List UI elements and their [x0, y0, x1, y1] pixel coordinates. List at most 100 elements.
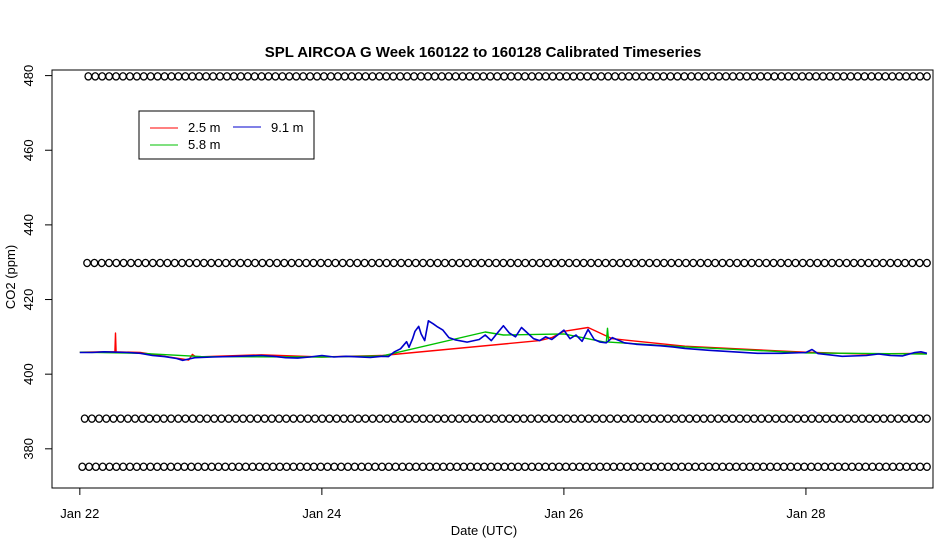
marker-point — [470, 258, 479, 268]
marker-point — [711, 258, 720, 268]
marker-point — [119, 258, 128, 268]
marker-point — [83, 258, 92, 268]
marker-point — [484, 258, 493, 268]
marker-point — [784, 258, 793, 268]
marker-rows — [78, 72, 931, 471]
marker-point — [601, 258, 610, 268]
marker-point — [733, 258, 742, 268]
marker-point — [806, 258, 815, 268]
marker-point — [879, 258, 888, 268]
marker-point — [499, 258, 508, 268]
marker-point — [908, 258, 917, 268]
marker-point — [433, 258, 442, 268]
marker-point — [360, 258, 369, 268]
marker-point — [353, 258, 362, 268]
marker-point — [835, 258, 844, 268]
marker-point — [550, 258, 559, 268]
marker-point — [426, 258, 435, 268]
marker-point — [316, 258, 325, 268]
marker-point — [112, 258, 121, 268]
marker-point — [411, 258, 420, 268]
marker-point — [170, 258, 179, 268]
marker-point — [236, 258, 245, 268]
marker-point — [871, 258, 880, 268]
marker-point — [652, 258, 661, 268]
marker-point — [265, 258, 274, 268]
marker-point — [331, 258, 340, 268]
marker-point — [156, 258, 165, 268]
marker-point — [229, 258, 238, 268]
marker-point — [696, 258, 705, 268]
marker-point — [462, 258, 471, 268]
marker-point — [849, 258, 858, 268]
marker-point — [287, 258, 296, 268]
x-tick-label: Jan 26 — [544, 506, 583, 521]
marker-point — [886, 258, 895, 268]
marker-point — [769, 258, 778, 268]
marker-point — [185, 258, 194, 268]
marker-point — [565, 258, 574, 268]
marker-point — [521, 258, 530, 268]
y-axis-label: CO2 (ppm) — [3, 245, 18, 309]
x-tick-label: Jan 24 — [302, 506, 341, 521]
marker-point — [660, 258, 668, 268]
marker-point — [689, 258, 698, 268]
marker-point — [594, 258, 603, 268]
marker-point — [922, 72, 931, 81]
marker-point — [623, 258, 632, 268]
y-tick-label: 440 — [21, 214, 36, 236]
marker-point — [419, 258, 427, 268]
marker-point — [455, 258, 464, 268]
y-tick-label: 420 — [21, 289, 36, 311]
marker-point — [828, 258, 836, 268]
x-tick-label: Jan 22 — [60, 506, 99, 521]
marker-point — [630, 258, 639, 268]
marker-point — [309, 258, 318, 268]
legend-box — [138, 110, 315, 160]
marker-point — [514, 258, 522, 268]
x-tick-label: Jan 28 — [786, 506, 825, 521]
marker-point — [258, 258, 267, 268]
marker-point — [528, 258, 537, 268]
marker-point — [346, 258, 354, 268]
marker-point — [718, 258, 727, 268]
y-tick-label: 380 — [21, 438, 36, 460]
marker-point — [820, 258, 829, 268]
marker-point — [273, 258, 281, 268]
marker-point — [922, 258, 931, 268]
marker-point — [579, 258, 588, 268]
marker-point — [638, 258, 647, 268]
marker-point — [397, 258, 406, 268]
y-tick-label: 460 — [21, 139, 36, 161]
marker-point — [703, 258, 712, 268]
marker-point — [477, 258, 486, 268]
marker-point — [141, 258, 150, 268]
marker-point — [572, 258, 581, 268]
y-tick-label: 480 — [21, 65, 36, 87]
marker-point — [776, 258, 785, 268]
marker-point — [492, 258, 501, 268]
marker-point — [762, 258, 771, 268]
marker-point — [294, 258, 303, 268]
marker-point — [813, 258, 822, 268]
marker-point — [389, 258, 398, 268]
marker-point — [134, 258, 143, 268]
marker-point — [645, 258, 654, 268]
marker-point — [674, 258, 683, 268]
marker-point — [338, 258, 347, 268]
chart-title: SPL AIRCOA G Week 160122 to 160128 Calib… — [265, 44, 702, 61]
marker-point — [163, 258, 172, 268]
marker-point — [857, 258, 866, 268]
marker-point — [382, 258, 391, 268]
marker-point — [893, 258, 902, 268]
marker-point — [842, 258, 851, 268]
marker-point — [535, 258, 544, 268]
legend-label-5-8m: 5.8 m — [188, 137, 221, 152]
marker-point — [280, 258, 289, 268]
marker-point — [126, 258, 135, 268]
marker-point — [221, 258, 230, 268]
marker-point — [375, 258, 384, 268]
marker-point — [755, 258, 763, 268]
